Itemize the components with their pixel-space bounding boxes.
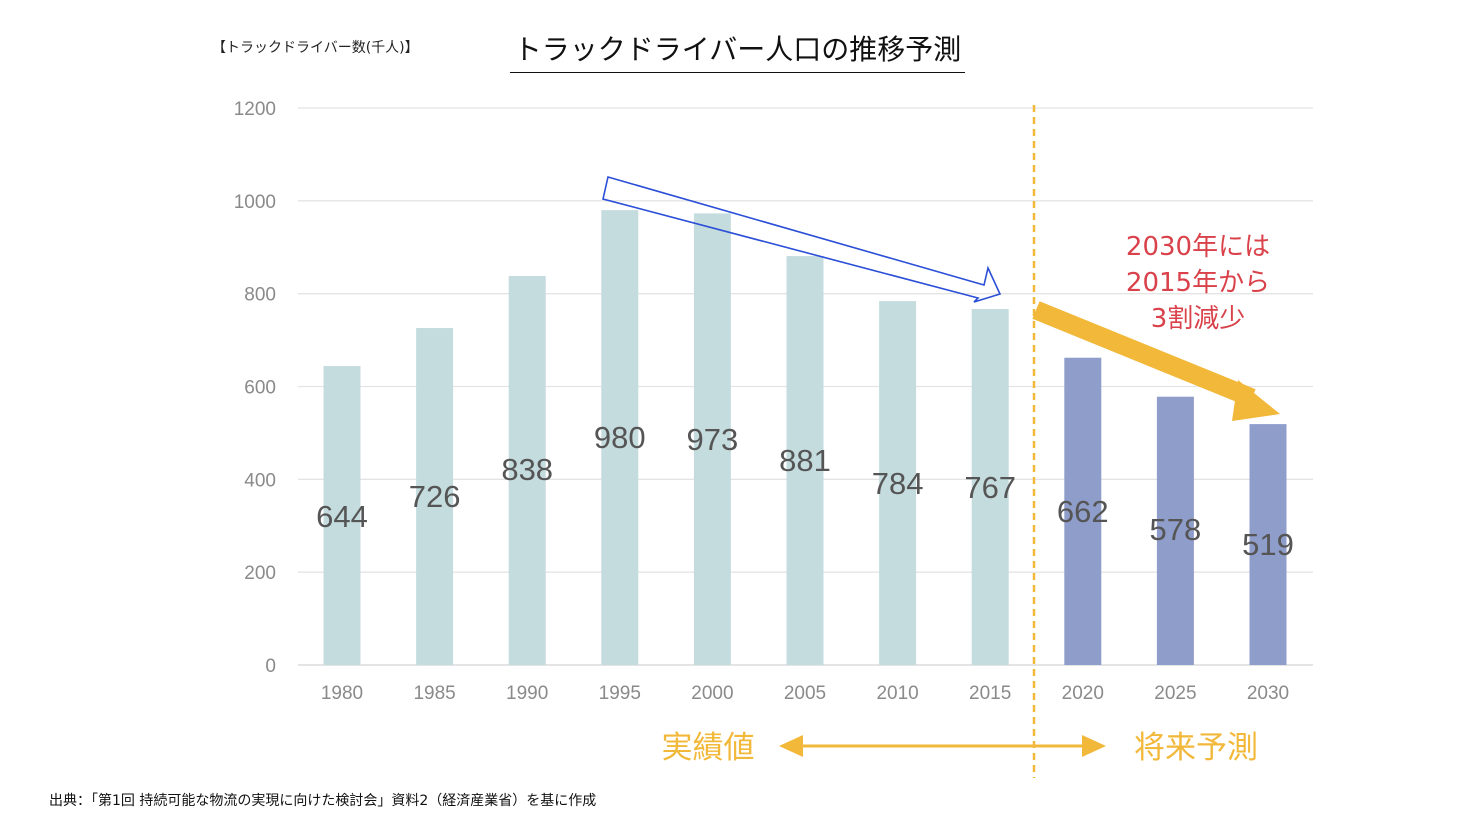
bar-1990 <box>508 276 546 665</box>
annotation-line-3: 3割減少 <box>1151 304 1246 334</box>
y-tick-label: 0 <box>265 656 276 677</box>
x-tick-label-2020: 2020 <box>1062 683 1104 704</box>
x-tick-label-2010: 2010 <box>876 683 918 704</box>
bar-1985 <box>416 328 454 665</box>
annotation-line-1: 2030年には <box>1126 232 1270 262</box>
bar-2020 <box>1064 357 1102 665</box>
data-label-2010: 784 <box>872 466 924 501</box>
chart-title: トラックドライバー人口の推移予測 <box>510 28 965 73</box>
bar-2025 <box>1156 396 1194 665</box>
bar-1995 <box>601 210 639 665</box>
data-label-2025: 578 <box>1150 512 1202 547</box>
x-tick-label-2005: 2005 <box>784 683 826 704</box>
data-label-1990: 838 <box>501 452 553 487</box>
x-tick-label-1985: 1985 <box>413 683 455 704</box>
source-note: 出典：「第1回 持続可能な物流の実現に向けた検討会」資料2（経済産業省）を基に作… <box>49 793 597 809</box>
data-label-1980: 644 <box>316 499 368 534</box>
y-tick-label: 200 <box>244 563 276 584</box>
unit-label: 【トラックドライバー数(千人)】 <box>212 40 419 56</box>
section-label-forecast: 将来予測 <box>1134 730 1258 766</box>
bar-2010 <box>879 301 917 665</box>
x-tick-label-1980: 1980 <box>321 683 363 704</box>
y-tick-label: 1000 <box>234 192 276 213</box>
bar-2015 <box>971 308 1009 665</box>
data-label-2020: 662 <box>1057 494 1109 529</box>
annotation-line-2: 2015年から <box>1126 268 1270 298</box>
section-label-actual: 実績値 <box>662 730 755 766</box>
x-tick-label-2015: 2015 <box>969 683 1011 704</box>
actual-trend-arrow <box>602 175 1002 303</box>
data-label-2000: 973 <box>687 422 739 457</box>
bar-1980 <box>323 366 361 665</box>
bar-2000 <box>693 213 731 665</box>
y-tick-label: 1200 <box>234 99 276 120</box>
forecast-decline-arrow <box>1032 301 1280 421</box>
data-label-2005: 881 <box>779 443 831 478</box>
x-tick-label-2025: 2025 <box>1154 683 1196 704</box>
y-tick-label: 400 <box>244 470 276 491</box>
data-label-2030: 519 <box>1242 527 1294 562</box>
x-tick-label-1995: 1995 <box>599 683 641 704</box>
bar-2005 <box>786 256 824 665</box>
x-tick-label-1990: 1990 <box>506 683 548 704</box>
y-tick-label: 600 <box>244 378 276 399</box>
data-label-2015: 767 <box>964 470 1016 505</box>
section-double-arrow <box>779 735 1106 757</box>
data-label-1995: 980 <box>594 420 646 455</box>
y-tick-label: 800 <box>244 285 276 306</box>
bar-2030 <box>1249 424 1287 665</box>
x-tick-label-2030: 2030 <box>1247 683 1289 704</box>
data-label-1985: 726 <box>409 479 461 514</box>
x-tick-label-2000: 2000 <box>691 683 733 704</box>
